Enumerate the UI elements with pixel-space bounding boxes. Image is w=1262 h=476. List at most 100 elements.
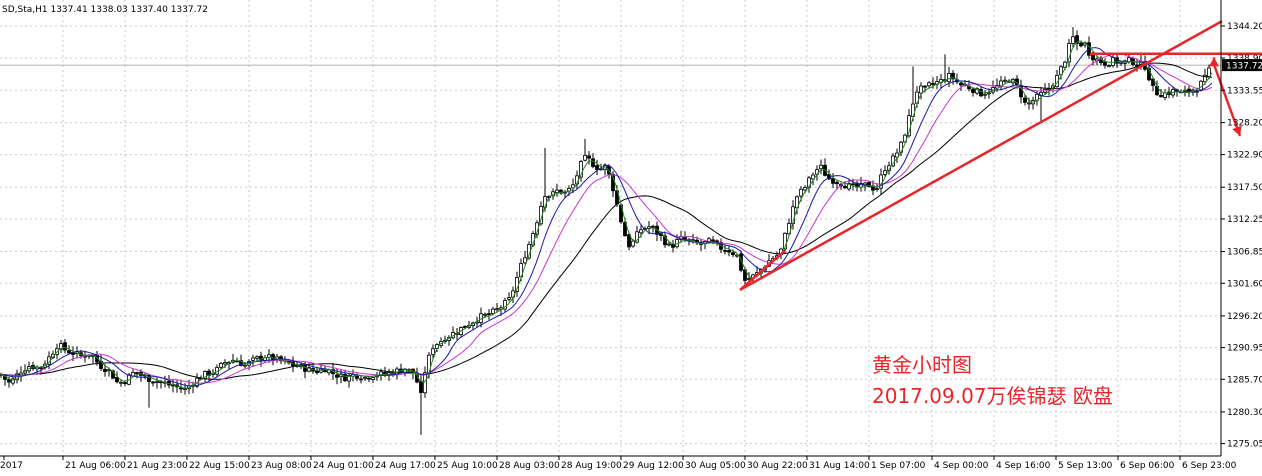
y-tick-label: 1328.20 — [1227, 119, 1262, 129]
trendline — [739, 20, 1223, 291]
candle-body — [507, 297, 511, 300]
candle-body — [987, 92, 991, 95]
candle-body — [151, 381, 155, 384]
candle-body — [155, 381, 159, 383]
y-tick-label: 1296.20 — [1227, 312, 1262, 322]
ma-fast-line — [0, 40, 1213, 389]
candle-body — [747, 278, 751, 280]
trend-annotations — [739, 20, 1262, 291]
candle-body — [1023, 97, 1027, 103]
candle-body — [103, 368, 107, 372]
y-tick-label: 1290.95 — [1227, 344, 1262, 354]
candle-body — [651, 225, 655, 228]
candle-body — [1103, 61, 1107, 66]
candle-body — [255, 356, 259, 359]
candle-body — [691, 239, 695, 242]
symbol-header: SD,Sta,H1 1337.41 1338.03 1337.40 1337.7… — [2, 5, 208, 15]
candle-body — [1091, 54, 1095, 61]
x-tick-label: 5 Sep 13:00 — [1058, 461, 1113, 471]
candle-body — [723, 250, 727, 252]
candle-body — [875, 188, 879, 191]
candle-body — [11, 378, 15, 384]
y-tick-label: 1275.05 — [1227, 440, 1262, 450]
candle-body — [923, 85, 927, 88]
candle-body — [951, 72, 955, 80]
ma-slow-line — [0, 62, 1213, 380]
candle-body — [223, 362, 227, 365]
candle-body — [1071, 36, 1075, 44]
candle-body — [983, 93, 987, 96]
candle-body — [7, 379, 11, 383]
candle-body — [1203, 74, 1207, 83]
candle-body — [115, 376, 119, 383]
y-tick-label: 1344.20 — [1227, 22, 1262, 32]
candle-body — [851, 183, 855, 186]
candle-body — [1127, 57, 1131, 63]
candle-body — [635, 231, 639, 243]
candle-body — [487, 313, 491, 315]
y-tick-label: 1322.90 — [1227, 151, 1262, 161]
candle-body — [243, 364, 247, 367]
candle-body — [579, 161, 583, 178]
candle-body — [639, 229, 643, 234]
candle-body — [811, 174, 815, 180]
x-tick-label: 22 Aug 15:00 — [189, 461, 250, 471]
candle-body — [843, 185, 847, 189]
candle-body — [927, 82, 931, 87]
candle-body — [1059, 66, 1063, 76]
x-tick-label: 21 Aug 06:00 — [65, 461, 126, 471]
candle-body — [731, 252, 735, 256]
candle-body — [1119, 61, 1123, 64]
candle-body — [419, 380, 423, 393]
candle-body — [971, 88, 975, 93]
arrow-head — [1209, 57, 1219, 67]
candle-body — [627, 234, 631, 248]
candle-body — [867, 182, 871, 188]
candle-body — [495, 308, 499, 311]
candle-body — [1151, 78, 1155, 86]
candle-body — [727, 250, 731, 253]
candle-body — [431, 348, 435, 355]
y-tick-label: 1285.70 — [1227, 375, 1262, 385]
candle-body — [863, 182, 867, 186]
candle-body — [1075, 35, 1079, 44]
candle-body — [183, 388, 187, 390]
candle-body — [555, 189, 559, 194]
x-tick-label: 2017 — [0, 461, 23, 471]
candle-body — [1207, 67, 1211, 77]
candle-body — [799, 188, 803, 197]
candle-body — [895, 152, 899, 158]
y-tick-label: 1338.90 — [1227, 54, 1262, 64]
x-tick-label: 24 Aug 01:00 — [313, 461, 374, 471]
candle-body — [63, 342, 67, 351]
x-tick-label: 4 Sep 16:00 — [996, 461, 1051, 471]
candle-body — [999, 80, 1003, 87]
x-tick-label: 30 Aug 05:00 — [685, 461, 746, 471]
x-tick-label: 28 Aug 03:00 — [499, 461, 560, 471]
candle-body — [483, 313, 487, 316]
candle-body — [583, 154, 587, 161]
candle-body — [123, 382, 127, 385]
y-tick-label: 1301.60 — [1227, 279, 1262, 289]
annotation-title: 黄金小时图 — [872, 353, 972, 377]
candle-body — [591, 158, 595, 167]
candle-body — [131, 372, 135, 377]
candle-body — [1147, 68, 1151, 81]
candle-body — [587, 155, 591, 159]
candle-body — [159, 381, 163, 384]
candle-body — [1159, 94, 1163, 98]
y-tick-label: 1280.30 — [1227, 408, 1262, 418]
candle-body — [595, 165, 599, 170]
x-tick-label: 31 Aug 14:00 — [809, 461, 870, 471]
chart-grid — [0, 0, 1221, 456]
candle-body — [371, 377, 375, 380]
candle-body — [491, 308, 495, 314]
candle-body — [947, 72, 951, 83]
candle-body — [67, 350, 71, 354]
x-tick-label: 4 Sep 00:00 — [934, 461, 989, 471]
candle-body — [363, 376, 367, 379]
candle-body — [847, 183, 851, 190]
trendline — [739, 249, 786, 291]
moving-average-lines — [0, 40, 1213, 389]
candle-body — [251, 357, 255, 361]
